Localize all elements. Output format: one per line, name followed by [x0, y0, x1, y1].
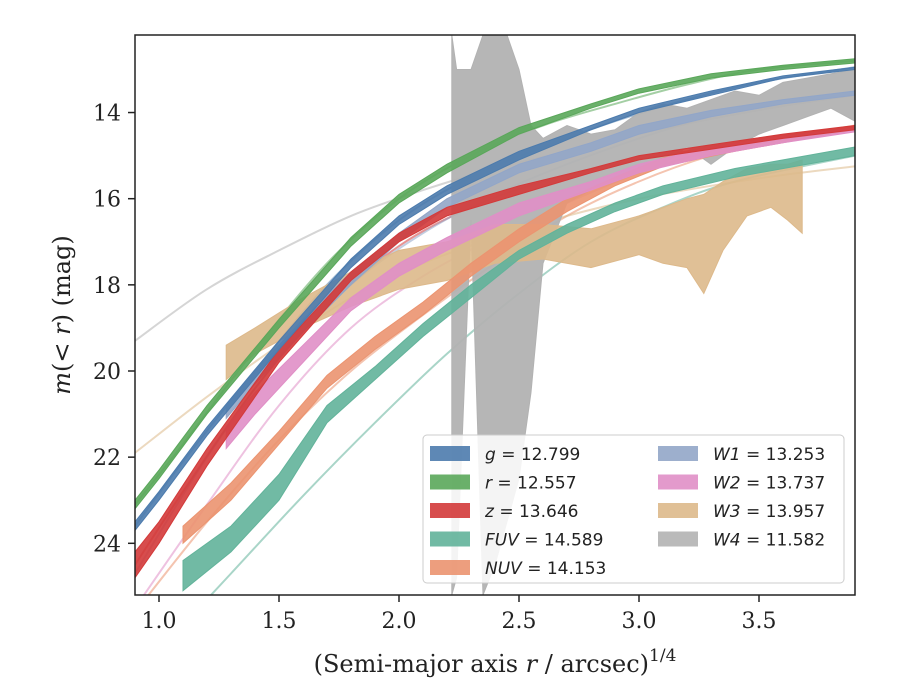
legend-band-name: g — [485, 445, 496, 465]
legend-band-name: r — [485, 474, 493, 494]
legend-label-w4: W4 = 11.582 — [713, 531, 825, 551]
legend-total-mag: = 14.153 — [522, 559, 607, 579]
y-axis-label-main: m — [48, 372, 76, 395]
y-axis-label-var: r — [48, 322, 76, 335]
legend-swatch-w4 — [658, 531, 698, 547]
band-w2 — [225, 127, 855, 450]
legend-swatch-w1 — [658, 446, 698, 461]
legend-total-mag: = 12.557 — [492, 474, 577, 494]
legend-total-mag: = 13.737 — [741, 474, 826, 494]
band-fuv — [182, 146, 855, 592]
legend-swatch-z — [430, 503, 470, 518]
legend-frame — [422, 434, 845, 584]
band-nuv — [182, 124, 855, 545]
y-tick-label: 16 — [93, 188, 121, 213]
band-z — [135, 124, 855, 579]
legend-label-w2: W2 = 13.737 — [713, 474, 825, 494]
legend-band-name: W3 — [713, 502, 741, 522]
x-tick-label: 2.5 — [502, 609, 537, 634]
y-axis-label: m(< r) (mag) — [48, 235, 76, 395]
legend-swatch-r — [430, 474, 470, 490]
x-axis: 1.0 1.5 2.0 2.5 3.0 3.5 — [142, 595, 777, 634]
legend-total-mag: = 14.589 — [519, 531, 604, 551]
legend-label-r: r = 12.557 — [485, 474, 577, 494]
x-axis-label: (Semi-major axis r / arcsec)1/4 — [314, 646, 677, 678]
y-axis-label-tail: ) (mag) — [48, 235, 76, 323]
legend-band-name: z — [484, 502, 495, 522]
band-g — [135, 66, 855, 532]
legend-label-w3: W3 = 13.957 — [713, 502, 825, 522]
y-tick-label: 18 — [93, 274, 121, 299]
x-axis-label-main: (Semi-major axis — [314, 650, 526, 678]
legend-label-nuv: NUV = 14.153 — [485, 559, 606, 579]
y-tick-label: 20 — [93, 360, 121, 385]
legend-band-name: W4 — [713, 531, 741, 551]
legend-swatch-fuv — [430, 531, 470, 547]
legend-label-w1: W1 = 13.253 — [713, 445, 825, 465]
y-tick-label: 22 — [93, 446, 121, 471]
legend-band-name: NUV — [485, 559, 523, 579]
legend-label-z: z = 13.646 — [484, 502, 578, 522]
legend-swatch-nuv — [430, 560, 470, 575]
x-axis-label-tail: / arcsec) — [537, 650, 649, 678]
x-tick-label: 1.0 — [142, 609, 177, 634]
y-axis-label-paren: (< — [48, 335, 76, 372]
legend-total-mag: = 13.253 — [741, 445, 826, 465]
legend-total-mag: = 13.957 — [741, 502, 826, 522]
x-tick-label: 2.0 — [382, 609, 417, 634]
band-r — [135, 58, 855, 510]
legend-band-name: W2 — [713, 474, 741, 494]
legend-label-g: g = 12.799 — [485, 445, 580, 465]
legend-total-mag: = 13.646 — [494, 502, 579, 522]
y-tick-label: 24 — [93, 532, 121, 557]
legend-label-fuv: FUV = 14.589 — [485, 531, 603, 551]
legend-swatch-w2 — [658, 474, 698, 490]
legend-swatch-g — [430, 446, 470, 461]
x-axis-label-sup: 1/4 — [649, 646, 676, 666]
legend-total-mag: = 11.582 — [741, 531, 826, 551]
x-tick-label: 3.0 — [622, 609, 657, 634]
legend-swatch-w3 — [658, 503, 698, 518]
x-axis-label-var: r — [526, 650, 539, 678]
x-tick-label: 1.5 — [262, 609, 297, 634]
y-axis: 14 16 18 20 22 24 — [93, 102, 135, 557]
plot-area — [135, 35, 855, 595]
x-tick-label: 3.5 — [742, 609, 777, 634]
fit-line-fuv — [209, 154, 855, 595]
legend-band-name: W1 — [713, 445, 741, 465]
axes-frame — [134, 34, 856, 596]
y-tick-label: 14 — [93, 102, 121, 127]
legend-total-mag: = 12.799 — [496, 445, 581, 465]
legend-band-name: FUV — [485, 531, 520, 551]
